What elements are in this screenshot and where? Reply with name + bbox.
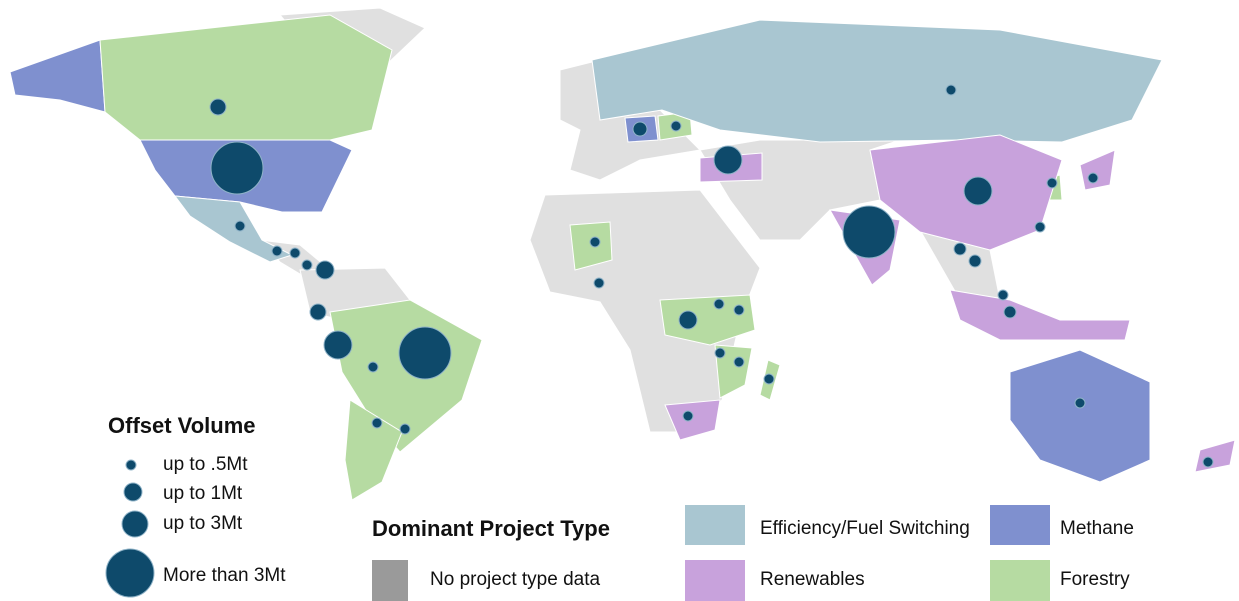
- legend-swatch: [685, 560, 745, 601]
- legend-circle: [123, 482, 143, 502]
- canada: [99, 14, 393, 141]
- legend-swatch: [990, 560, 1050, 601]
- countries: [9, 7, 1236, 501]
- offset-circle: [842, 205, 896, 259]
- legend-circle: [121, 510, 149, 538]
- argentina: [344, 399, 403, 501]
- legend-label: up to 3Mt: [163, 513, 243, 534]
- offset-circle: [945, 84, 957, 96]
- offset-circle: [301, 259, 313, 271]
- offset-circle: [271, 245, 283, 257]
- offset-circle: [1034, 221, 1046, 233]
- offset-circle: [371, 417, 383, 429]
- offset-circle: [367, 361, 379, 373]
- legend-label: up to 1Mt: [163, 483, 243, 504]
- south-africa: [664, 399, 721, 441]
- offset-circle: [589, 236, 601, 248]
- offset-circle: [968, 254, 982, 268]
- legend-label: Methane: [1060, 518, 1134, 539]
- offset-circle: [963, 176, 993, 206]
- offset-circle: [315, 260, 335, 280]
- legend-label: Forestry: [1060, 569, 1130, 590]
- indonesia: [949, 289, 1131, 341]
- legend-label: Renewables: [760, 569, 865, 590]
- offset-circle: [997, 289, 1009, 301]
- new-zealand: [1194, 439, 1236, 473]
- offset-circle: [399, 423, 411, 435]
- legend-circle: [105, 548, 155, 598]
- mexico: [173, 195, 294, 263]
- offset-circles: [209, 84, 1214, 468]
- offset-circle: [953, 242, 967, 256]
- offset-circle: [289, 247, 301, 259]
- offset-circle: [1003, 305, 1017, 319]
- offset-circle: [209, 98, 227, 116]
- offset-circle: [309, 303, 327, 321]
- offset-circle: [398, 326, 452, 380]
- legend-circle: [125, 459, 137, 471]
- offset-circle: [733, 304, 745, 316]
- offset-circle: [678, 310, 698, 330]
- legend-label: No project type data: [430, 569, 600, 590]
- japan: [1079, 149, 1116, 191]
- legend-label: up to .5Mt: [163, 454, 248, 475]
- type-legend: Dominant Project Type No project type da…: [372, 505, 1134, 601]
- offset-circle: [632, 121, 648, 137]
- offset-circle: [234, 220, 246, 232]
- offset-circle: [682, 410, 694, 422]
- offset-circle: [210, 141, 264, 195]
- legend-label: Efficiency/Fuel Switching: [760, 518, 970, 539]
- offset-circle: [714, 347, 726, 359]
- offset-circle: [733, 356, 745, 368]
- offset-circle: [670, 120, 682, 132]
- legend-swatch: [685, 505, 745, 545]
- offset-circle: [1046, 177, 1058, 189]
- legend-swatch: [372, 560, 408, 601]
- offset-circle: [713, 145, 743, 175]
- legend-label: More than 3Mt: [163, 565, 286, 586]
- alaska: [9, 39, 106, 113]
- australia: [1009, 349, 1151, 483]
- offset-circle: [1202, 456, 1214, 468]
- offset-circle: [593, 277, 605, 289]
- offset-circle: [323, 330, 353, 360]
- offset-circle: [763, 373, 775, 385]
- mali: [569, 221, 613, 271]
- volume-legend: Offset Volume up to .5Mt up to 1Mt up to…: [105, 413, 286, 598]
- legend-title: Offset Volume: [108, 413, 256, 438]
- offset-circle: [713, 298, 725, 310]
- offset-circle: [1087, 172, 1099, 184]
- offset-circle: [1074, 397, 1086, 409]
- legend-title: Dominant Project Type: [372, 516, 610, 541]
- congo-kenya: [659, 294, 756, 346]
- legend-swatch: [990, 505, 1050, 545]
